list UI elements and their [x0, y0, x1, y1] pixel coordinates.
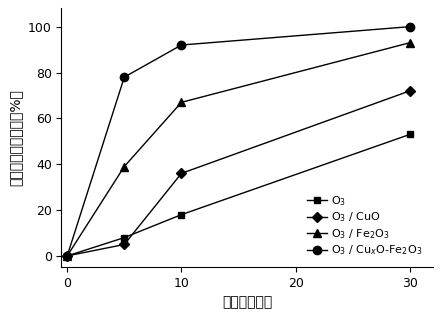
O$_3$: [122, 236, 127, 239]
O$_3$: [407, 133, 412, 136]
O$_3$: [179, 213, 184, 217]
Line: O$_3$ / Cu$_x$O-Fe$_2$O$_3$: O$_3$ / Cu$_x$O-Fe$_2$O$_3$: [63, 23, 414, 260]
Line: O$_3$: O$_3$: [64, 131, 413, 259]
O$_3$ / Cu$_x$O-Fe$_2$O$_3$: [407, 25, 412, 29]
Line: O$_3$ / CuO: O$_3$ / CuO: [64, 87, 413, 259]
O$_3$ / Fe$_2$O$_3$: [64, 254, 70, 258]
O$_3$ / Cu$_x$O-Fe$_2$O$_3$: [179, 43, 184, 47]
Legend: O$_3$, O$_3$ / CuO, O$_3$ / Fe$_2$O$_3$, O$_3$ / Cu$_x$O-Fe$_2$O$_3$: O$_3$, O$_3$ / CuO, O$_3$ / Fe$_2$O$_3$,…: [303, 190, 427, 262]
O$_3$ / Cu$_x$O-Fe$_2$O$_3$: [64, 254, 70, 258]
O$_3$ / Cu$_x$O-Fe$_2$O$_3$: [122, 75, 127, 79]
Line: O$_3$ / Fe$_2$O$_3$: O$_3$ / Fe$_2$O$_3$: [63, 38, 414, 260]
O$_3$ / CuO: [122, 243, 127, 246]
O$_3$ / Fe$_2$O$_3$: [122, 165, 127, 169]
O$_3$ / CuO: [179, 171, 184, 175]
Y-axis label: 邻苯二甲酸二甲酯（%）: 邻苯二甲酸二甲酯（%）: [8, 89, 22, 186]
O$_3$ / CuO: [64, 254, 70, 258]
O$_3$ / Fe$_2$O$_3$: [407, 41, 412, 45]
O$_3$: [64, 254, 70, 258]
X-axis label: 时间（分钟）: 时间（分钟）: [222, 296, 272, 310]
O$_3$ / CuO: [407, 89, 412, 93]
O$_3$ / Fe$_2$O$_3$: [179, 100, 184, 104]
